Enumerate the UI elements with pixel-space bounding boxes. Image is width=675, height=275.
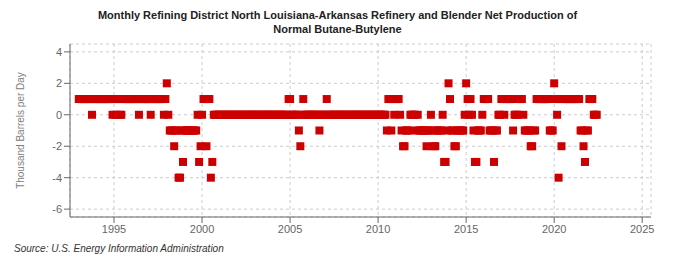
svg-text:2: 2 xyxy=(56,77,62,89)
svg-text:2025: 2025 xyxy=(630,223,654,235)
svg-text:2000: 2000 xyxy=(190,223,214,235)
svg-text:4: 4 xyxy=(56,46,62,58)
svg-text:2020: 2020 xyxy=(542,223,566,235)
svg-text:Thousand Barrels per Day: Thousand Barrels per Day xyxy=(15,72,26,189)
html-text:Normal Butane-Butylene: Normal Butane-Butylene xyxy=(273,23,402,35)
svg-text:2010: 2010 xyxy=(366,223,390,235)
svg-text:-6: -6 xyxy=(52,203,62,215)
svg-text:2015: 2015 xyxy=(454,223,478,235)
html-text:Source: U.S. Energy Informatio: Source: U.S. Energy Information Administ… xyxy=(14,243,224,254)
svg-text:-2: -2 xyxy=(52,140,62,152)
svg-text:-4: -4 xyxy=(52,172,62,184)
html-text:Monthly Refining District Nort: Monthly Refining District North Louisian… xyxy=(97,9,578,21)
svg-text:1995: 1995 xyxy=(102,223,126,235)
svg-text:2005: 2005 xyxy=(278,223,302,235)
svg-text:0: 0 xyxy=(56,109,62,121)
